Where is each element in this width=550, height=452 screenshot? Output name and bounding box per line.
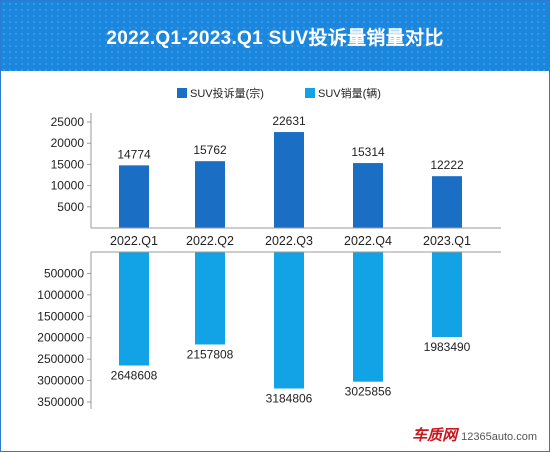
- complaint-bar-3: [274, 132, 304, 228]
- category-label-4: 2022.Q4: [344, 234, 392, 248]
- sales-bar-3: [274, 252, 304, 389]
- complaint-data-label-1: 14774: [117, 147, 151, 161]
- top-y-tick-label-2: 20000: [51, 136, 85, 150]
- category-label-3: 2022.Q3: [265, 234, 313, 248]
- sales-data-label-2: 2157808: [187, 347, 234, 361]
- bottom-y-tick-label-3: 1500000: [37, 309, 84, 323]
- watermark-url: 12365auto.com: [461, 431, 537, 443]
- bottom-y-tick-label-2: 1000000: [37, 288, 84, 302]
- bottom-y-tick-label-6: 3000000: [37, 374, 84, 388]
- sales-data-label-1: 2648608: [111, 369, 158, 383]
- sales-data-label-3: 3184806: [266, 391, 313, 405]
- bottom-y-tick-label-4: 2000000: [37, 331, 84, 345]
- sales-data-label-4: 3025856: [345, 385, 392, 399]
- bottom-y-tick-label-5: 2500000: [37, 352, 84, 366]
- sales-bar-2: [195, 252, 225, 345]
- chart-title: 2022.Q1-2023.Q1 SUV投诉量销量对比: [106, 27, 444, 49]
- legend-label-1: SUV投诉量(宗): [190, 86, 264, 100]
- title-bar: 2022.Q1-2023.Q1 SUV投诉量销量对比: [1, 1, 549, 71]
- sales-data-label-5: 1983490: [424, 340, 471, 354]
- complaint-data-label-5: 12222: [430, 158, 464, 172]
- complaint-data-label-4: 15314: [351, 145, 385, 159]
- sales-bar-4: [353, 252, 383, 382]
- sales-bar-5: [432, 252, 462, 338]
- top-y-tick-label-5: 5000: [57, 200, 84, 214]
- legend-swatch-2: [305, 88, 315, 98]
- bottom-y-tick-label-7: 3500000: [37, 395, 84, 409]
- complaint-bar-2: [195, 161, 225, 228]
- bottom-y-tick-label-1: 500000: [44, 266, 84, 280]
- complaint-bar-4: [353, 163, 383, 228]
- category-label-5: 2023.Q1: [423, 234, 471, 248]
- watermark: 车质网 12365auto.com: [412, 424, 537, 445]
- category-label-1: 2022.Q1: [110, 234, 158, 248]
- complaint-data-label-2: 15762: [193, 143, 227, 157]
- complaint-bar-5: [432, 176, 462, 228]
- top-y-tick-label-3: 15000: [51, 157, 85, 171]
- complaint-data-label-3: 22631: [272, 114, 306, 128]
- watermark-brand: 车质网: [412, 427, 458, 444]
- legend-label-2: SUV销量(辆): [318, 86, 381, 100]
- top-y-tick-label-1: 25000: [51, 115, 85, 129]
- complaint-bar-1: [119, 165, 149, 228]
- category-label-2: 2022.Q2: [186, 234, 234, 248]
- top-y-tick-label-4: 10000: [51, 179, 85, 193]
- chart-canvas: SUV投诉量(宗) SUV销量(辆) 25000 20000 15000 10000 500…: [37, 86, 501, 409]
- sales-bar-1: [119, 252, 149, 366]
- legend-swatch-1: [177, 88, 187, 98]
